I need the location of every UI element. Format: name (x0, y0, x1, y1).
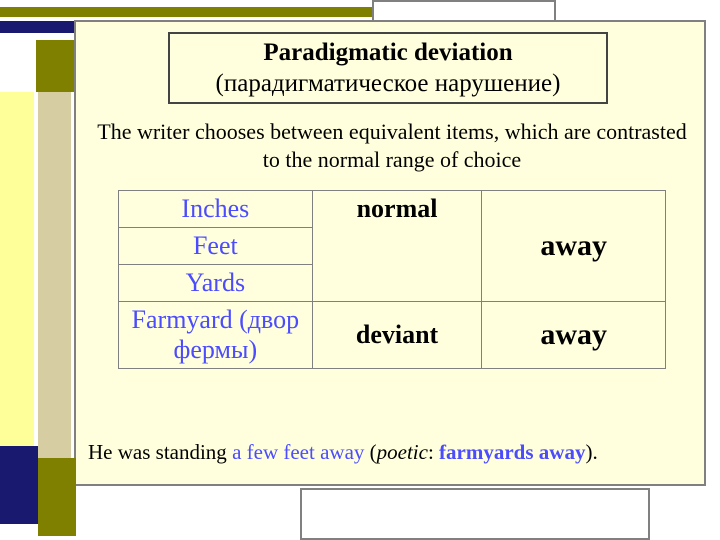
cell-deviant: deviant (312, 302, 482, 369)
deco-bar-olive-top (0, 7, 372, 17)
example-sentence: He was standing a few feet away (poetic:… (88, 440, 698, 465)
cell-item: Farmyard (двор фермы) (119, 302, 313, 369)
sentence-open: ( (364, 440, 376, 464)
description-text: The writer chooses between equivalent it… (96, 118, 688, 174)
sentence-poetic-label: poetic (377, 440, 428, 464)
cell-away-bottom: away (482, 302, 666, 369)
stage: Paradigmatic deviation (парадигматическо… (0, 0, 720, 540)
deco-bar-yellow-left (0, 92, 34, 446)
cell-item: Feet (119, 228, 313, 265)
sentence-prefix: He was standing (88, 440, 232, 464)
paradigm-table: Inches normal away Feet Yards Farmyard (… (118, 190, 666, 369)
title-box: Paradigmatic deviation (парадигматическо… (168, 32, 608, 104)
cell-normal: normal (312, 191, 482, 302)
deco-bar-tan-left (38, 92, 71, 458)
deco-bar-olive-bottom (38, 458, 76, 536)
table-row: Inches normal away (119, 191, 666, 228)
title-main: Paradigmatic deviation (170, 37, 606, 68)
sentence-colon: : (428, 440, 439, 464)
cell-away-top: away (482, 191, 666, 302)
cell-item: Inches (119, 191, 313, 228)
slide-panel: Paradigmatic deviation (парадигматическо… (74, 20, 706, 486)
title-sub: (парадигматическое нарушение) (170, 68, 606, 99)
sentence-emphasis-normal: a few feet away (232, 440, 364, 464)
deco-outline-box-bottom (300, 488, 650, 540)
deco-bar-navy-bottom (0, 446, 38, 524)
table-row: Farmyard (двор фермы) deviant away (119, 302, 666, 369)
sentence-close: ). (585, 440, 597, 464)
sentence-emphasis-deviant: farmyards away (439, 440, 585, 464)
cell-item: Yards (119, 265, 313, 302)
